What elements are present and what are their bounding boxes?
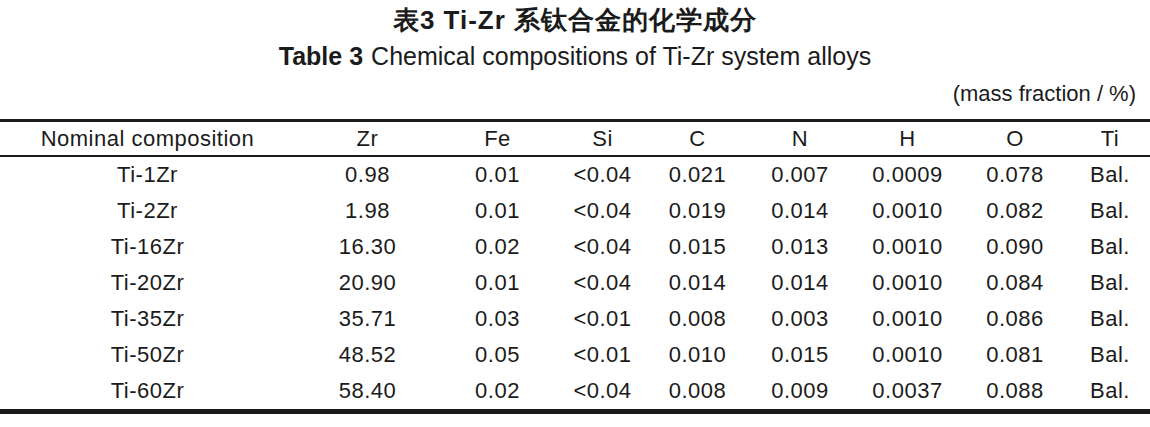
- value-cell: 0.02: [440, 229, 555, 265]
- value-cell: 0.007: [745, 156, 855, 193]
- value-cell: 0.013: [745, 229, 855, 265]
- value-cell: 0.014: [745, 193, 855, 229]
- value-cell: 0.014: [650, 265, 745, 301]
- table-row: Ti-60Zr58.400.02<0.040.0080.0090.00370.0…: [0, 373, 1150, 412]
- value-cell: 0.0009: [855, 156, 960, 193]
- value-cell: 0.008: [650, 301, 745, 337]
- table-row: Ti-16Zr16.300.02<0.040.0150.0130.00100.0…: [0, 229, 1150, 265]
- value-cell: Bal.: [1070, 301, 1150, 337]
- value-cell: 0.01: [440, 265, 555, 301]
- value-cell: 0.0010: [855, 301, 960, 337]
- table-caption-chinese: 表3 Ti-Zr 系钛合金的化学成分: [0, 0, 1150, 36]
- value-cell: 0.0037: [855, 373, 960, 412]
- value-cell: Bal.: [1070, 337, 1150, 373]
- value-cell: 0.05: [440, 337, 555, 373]
- header-cell-nominal-composition: Nominal composition: [0, 121, 295, 157]
- value-cell: 35.71: [295, 301, 440, 337]
- header-cell-n: N: [745, 121, 855, 157]
- alloy-name-cell: Ti-35Zr: [0, 301, 295, 337]
- value-cell: 1.98: [295, 193, 440, 229]
- value-cell: 0.02: [440, 373, 555, 412]
- table-body: Ti-1Zr0.980.01<0.040.0210.0070.00090.078…: [0, 156, 1150, 412]
- value-cell: 0.021: [650, 156, 745, 193]
- value-cell: 0.01: [440, 193, 555, 229]
- value-cell: 0.015: [745, 337, 855, 373]
- header-cell-zr: Zr: [295, 121, 440, 157]
- value-cell: <0.04: [555, 156, 650, 193]
- value-cell: 0.086: [960, 301, 1070, 337]
- table-header-row: Nominal compositionZrFeSiCNHOTi: [0, 121, 1150, 157]
- table-caption-english: Table 3 Chemical compositions of Ti-Zr sy…: [0, 41, 1150, 71]
- value-cell: 0.003: [745, 301, 855, 337]
- value-cell: <0.04: [555, 373, 650, 412]
- header-cell-si: Si: [555, 121, 650, 157]
- table-caption-english-label: Table 3: [279, 42, 363, 70]
- alloy-name-cell: Ti-60Zr: [0, 373, 295, 412]
- value-cell: 0.009: [745, 373, 855, 412]
- value-cell: <0.04: [555, 193, 650, 229]
- paper-table-page: 表3 Ti-Zr 系钛合金的化学成分 Table 3 Chemical compo…: [0, 0, 1150, 427]
- table-row: Ti-35Zr35.710.03<0.010.0080.0030.00100.0…: [0, 301, 1150, 337]
- alloy-name-cell: Ti-50Zr: [0, 337, 295, 373]
- value-cell: <0.04: [555, 265, 650, 301]
- table-row: Ti-50Zr48.520.05<0.010.0100.0150.00100.0…: [0, 337, 1150, 373]
- alloy-name-cell: Ti-20Zr: [0, 265, 295, 301]
- table-caption-english-text: Chemical compositions of Ti-Zr system al…: [371, 42, 871, 70]
- value-cell: 0.019: [650, 193, 745, 229]
- value-cell: 0.015: [650, 229, 745, 265]
- alloy-name-cell: Ti-16Zr: [0, 229, 295, 265]
- value-cell: 0.0010: [855, 265, 960, 301]
- value-cell: 58.40: [295, 373, 440, 412]
- value-cell: 0.008: [650, 373, 745, 412]
- value-cell: 0.014: [745, 265, 855, 301]
- value-cell: Bal.: [1070, 193, 1150, 229]
- value-cell: <0.04: [555, 229, 650, 265]
- value-cell: <0.01: [555, 337, 650, 373]
- header-cell-h: H: [855, 121, 960, 157]
- table-row: Ti-20Zr20.900.01<0.040.0140.0140.00100.0…: [0, 265, 1150, 301]
- header-cell-ti: Ti: [1070, 121, 1150, 157]
- table-row: Ti-1Zr0.980.01<0.040.0210.0070.00090.078…: [0, 156, 1150, 193]
- value-cell: 0.0010: [855, 337, 960, 373]
- value-cell: Bal.: [1070, 265, 1150, 301]
- value-cell: 0.084: [960, 265, 1070, 301]
- value-cell: <0.01: [555, 301, 650, 337]
- value-cell: 48.52: [295, 337, 440, 373]
- header-cell-o: O: [960, 121, 1070, 157]
- value-cell: 0.01: [440, 156, 555, 193]
- value-cell: 0.0010: [855, 193, 960, 229]
- value-cell: 0.03: [440, 301, 555, 337]
- value-cell: 0.090: [960, 229, 1070, 265]
- value-cell: 16.30: [295, 229, 440, 265]
- value-cell: 0.081: [960, 337, 1070, 373]
- alloy-name-cell: Ti-2Zr: [0, 193, 295, 229]
- value-cell: 0.0010: [855, 229, 960, 265]
- header-cell-fe: Fe: [440, 121, 555, 157]
- value-cell: 0.088: [960, 373, 1070, 412]
- header-cell-c: C: [650, 121, 745, 157]
- alloy-name-cell: Ti-1Zr: [0, 156, 295, 193]
- value-cell: 0.078: [960, 156, 1070, 193]
- unit-note: (mass fraction / %): [0, 81, 1150, 107]
- value-cell: 20.90: [295, 265, 440, 301]
- value-cell: Bal.: [1070, 156, 1150, 193]
- value-cell: Bal.: [1070, 373, 1150, 412]
- value-cell: 0.010: [650, 337, 745, 373]
- value-cell: Bal.: [1070, 229, 1150, 265]
- composition-table: Nominal compositionZrFeSiCNHOTi Ti-1Zr0.…: [0, 119, 1150, 414]
- value-cell: 0.082: [960, 193, 1070, 229]
- table-row: Ti-2Zr1.980.01<0.040.0190.0140.00100.082…: [0, 193, 1150, 229]
- value-cell: 0.98: [295, 156, 440, 193]
